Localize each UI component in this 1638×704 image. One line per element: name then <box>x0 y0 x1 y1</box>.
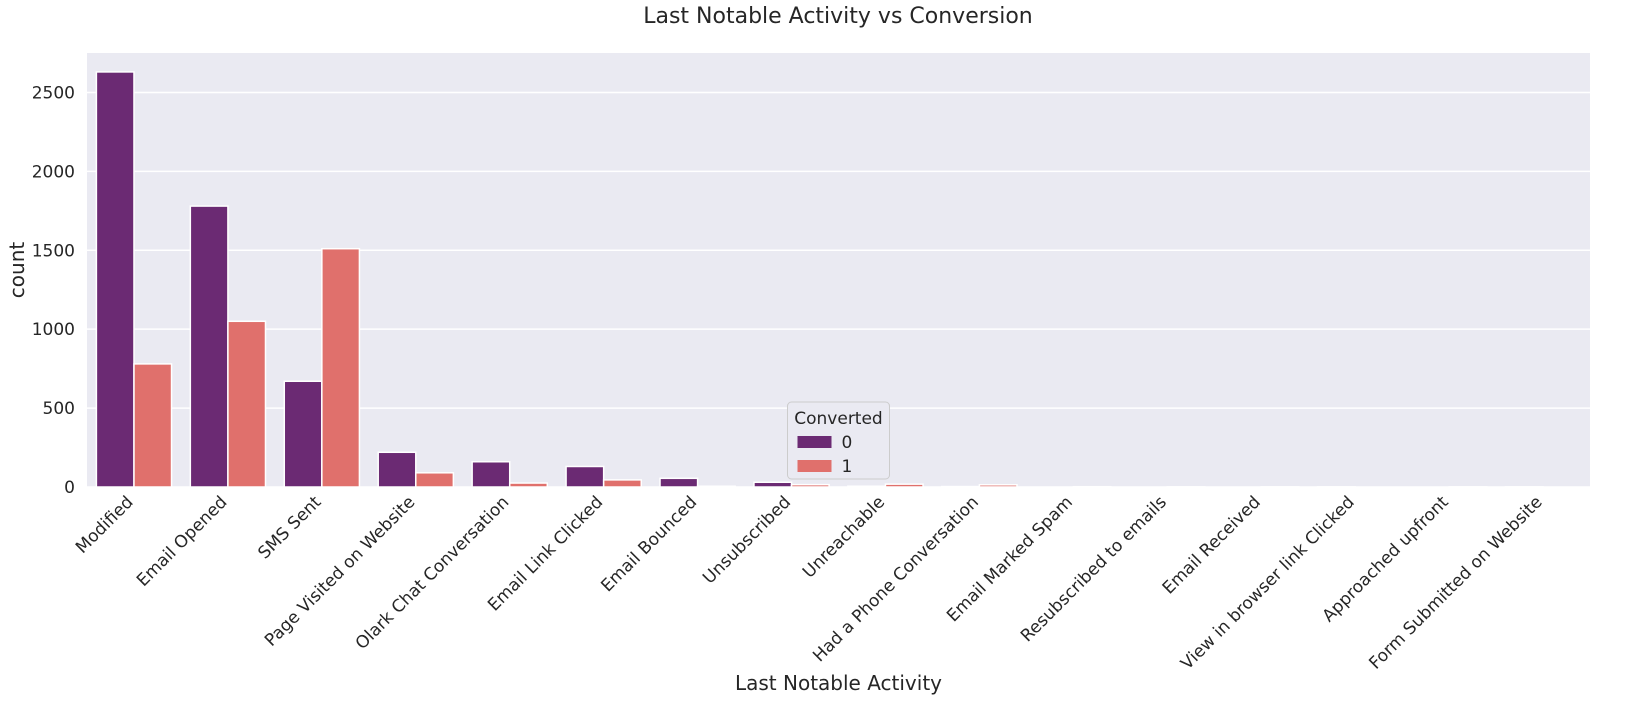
y-tick-label: 2500 <box>32 83 75 103</box>
y-tick-label: 2000 <box>32 162 75 182</box>
y-axis-label: count <box>5 242 29 299</box>
legend-box <box>787 401 890 480</box>
x-tick-label: Unsubscribed <box>699 492 795 588</box>
x-tick-label: Olark Chat Conversation <box>352 492 513 653</box>
chart-title: Last Notable Activity vs Conversion <box>643 4 1033 29</box>
bar <box>95 71 135 488</box>
bar <box>189 205 229 488</box>
bar <box>377 451 417 488</box>
bar <box>602 479 642 488</box>
x-tick-label: Had a Phone Conversation <box>809 492 983 666</box>
bar <box>696 485 736 488</box>
x-tick-label: Email Opened <box>133 492 231 590</box>
y-tick-label: 0 <box>64 478 75 498</box>
bars <box>95 71 1544 488</box>
x-tick-label: Modified <box>72 492 137 557</box>
legend-swatch <box>797 460 832 472</box>
y-tick-label: 1500 <box>32 241 75 261</box>
x-tick-label: SMS Sent <box>254 492 325 563</box>
legend-entry: 0 <box>842 433 853 453</box>
bar <box>565 465 605 488</box>
legend-swatch <box>797 436 832 448</box>
bar <box>415 472 455 488</box>
legend-items: 01 <box>797 433 853 477</box>
bar <box>978 484 1018 488</box>
legend: Converted 01 <box>787 401 890 480</box>
bar <box>133 363 173 488</box>
bar <box>753 481 793 488</box>
x-tick-label: Email Bounced <box>597 492 701 596</box>
x-tick-label: Page Visited on Website <box>261 492 419 650</box>
bar <box>847 485 887 488</box>
bar <box>471 460 511 488</box>
x-axis-label: Last Notable Activity <box>735 671 942 695</box>
legend-title: Converted <box>794 409 882 429</box>
bar <box>321 247 361 488</box>
x-tick-label: Form Submitted on Website <box>1365 492 1546 673</box>
bar <box>659 477 699 488</box>
x-tick-label: Unreachable <box>799 492 889 582</box>
y-tick-label: 1000 <box>32 320 75 340</box>
y-tick-label: 500 <box>43 399 75 419</box>
bar <box>283 380 323 488</box>
legend-entry: 1 <box>842 457 853 477</box>
bar <box>884 483 924 488</box>
bar <box>790 483 830 488</box>
x-tick-label: View in browser link Clicked <box>1177 492 1359 674</box>
bar <box>227 320 267 488</box>
bar <box>508 482 549 488</box>
x-tick-label: Email Received <box>1159 492 1265 598</box>
y-tick-labels: 0 500 1000 1500 2000 2500 <box>32 83 75 498</box>
